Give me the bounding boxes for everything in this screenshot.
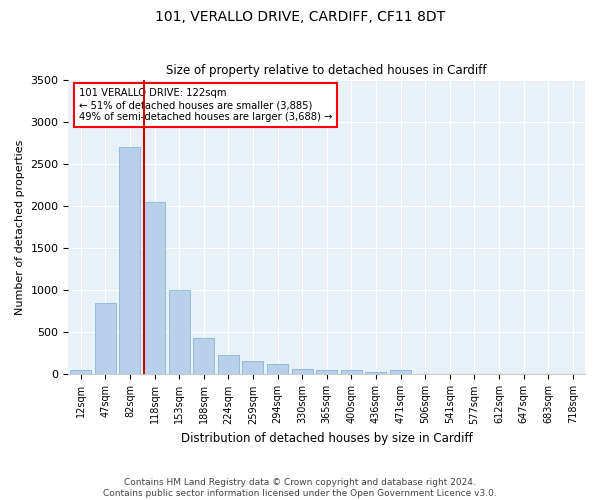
Text: 101 VERALLO DRIVE: 122sqm
← 51% of detached houses are smaller (3,885)
49% of se: 101 VERALLO DRIVE: 122sqm ← 51% of detac… [79, 88, 332, 122]
Bar [95, 303, 116, 374]
Bar [316, 370, 337, 374]
Bar [169, 290, 190, 374]
X-axis label: Distribution of detached houses by size in Cardiff: Distribution of detached houses by size … [181, 432, 473, 445]
Title: Size of property relative to detached houses in Cardiff: Size of property relative to detached ho… [166, 64, 487, 77]
Bar [218, 355, 239, 374]
Y-axis label: Number of detached properties: Number of detached properties [15, 140, 25, 314]
Bar [267, 364, 288, 374]
Text: Contains HM Land Registry data © Crown copyright and database right 2024.
Contai: Contains HM Land Registry data © Crown c… [103, 478, 497, 498]
Bar [242, 360, 263, 374]
Bar [119, 147, 140, 374]
Bar [144, 202, 165, 374]
Bar [193, 338, 214, 374]
Bar [365, 372, 386, 374]
Bar [390, 370, 411, 374]
Text: 101, VERALLO DRIVE, CARDIFF, CF11 8DT: 101, VERALLO DRIVE, CARDIFF, CF11 8DT [155, 10, 445, 24]
Bar [70, 370, 91, 374]
Bar [341, 370, 362, 374]
Bar [292, 369, 313, 374]
